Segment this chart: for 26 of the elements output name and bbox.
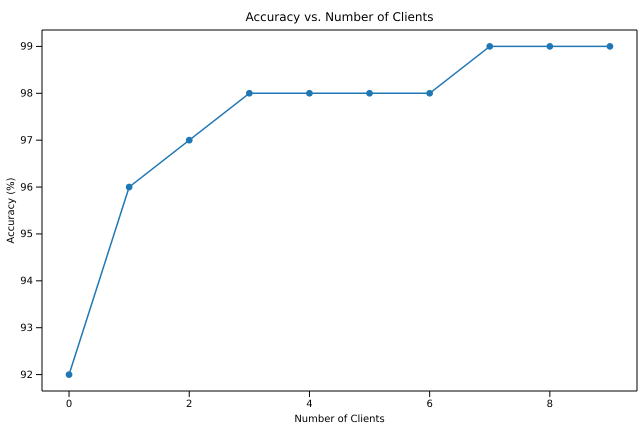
x-tick-label: 8 [546, 399, 554, 410]
point [66, 371, 72, 378]
y-tick-label: 99 [20, 42, 33, 53]
x-tick-label: 2 [186, 399, 192, 410]
point [426, 90, 434, 97]
y-tick-label: 92 [20, 370, 33, 381]
y-tick-label: 95 [20, 229, 33, 240]
x-tick-label: 4 [306, 399, 313, 410]
point [246, 90, 253, 97]
point [126, 184, 133, 190]
chart-title: Accuracy vs. Number of Clients [246, 10, 434, 24]
point [606, 43, 614, 50]
y-tick-label: 93 [20, 322, 33, 334]
point [186, 136, 193, 144]
y-tick-label: 97 [20, 135, 33, 146]
y-tick-label: 96 [20, 182, 33, 194]
point [486, 43, 494, 50]
y-tick-label: 98 [20, 88, 33, 100]
x-tick-label: 6 [426, 399, 433, 410]
point [306, 90, 313, 97]
point [546, 43, 554, 50]
x-tick-label: 0 [66, 399, 72, 410]
y-axis-title: Accuracy (%) [6, 177, 17, 244]
point [366, 90, 373, 97]
x-axis-title: Number of Clients [294, 414, 385, 425]
y-tick-label: 94 [20, 276, 33, 288]
